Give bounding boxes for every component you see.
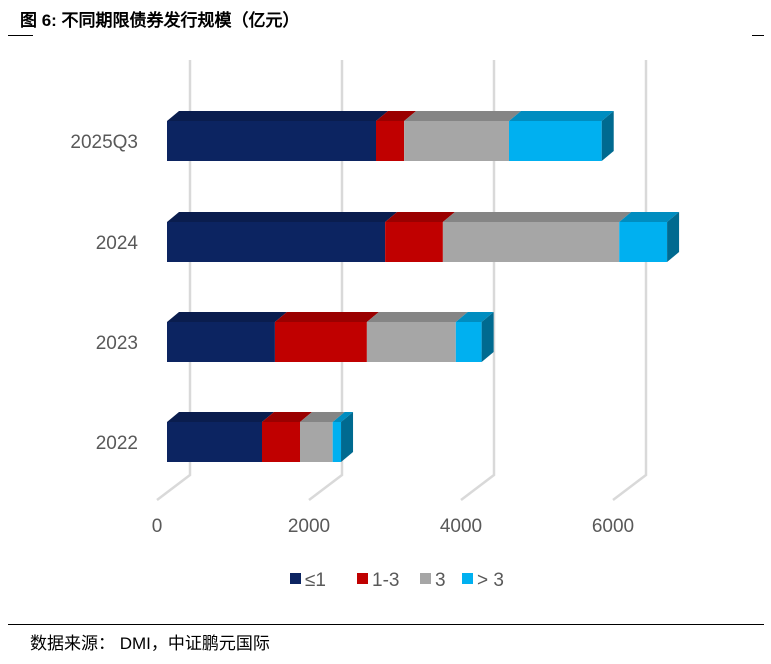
gridline [308, 60, 344, 501]
bar-segment [167, 422, 262, 462]
bar-segment [455, 322, 482, 362]
y-category-label: 2024 [96, 233, 139, 254]
bar-segment-top [332, 412, 354, 422]
title-rule-left [8, 35, 33, 36]
bar-segment [274, 322, 367, 362]
bar-segment-top [167, 212, 398, 222]
bar-segment [366, 322, 456, 362]
figure-title: 图 6: 不同期限债券发行规模（亿元） [20, 11, 300, 30]
legend-swatch [290, 573, 301, 584]
y-category-label: 2022 [96, 433, 138, 454]
legend-swatch [420, 573, 431, 584]
bar-segment [619, 222, 668, 262]
x-tick-label: 6000 [592, 516, 634, 537]
bar-segment [300, 422, 333, 462]
bar-segment [442, 222, 620, 262]
bar-segment [262, 422, 300, 462]
x-tick-label: 2000 [288, 516, 330, 537]
legend-swatch [357, 573, 368, 584]
legend-label: 1-3 [372, 570, 399, 591]
bar-segment [509, 121, 602, 161]
gridline [156, 60, 192, 501]
bar-segment [376, 121, 405, 161]
bar-segment-top [167, 312, 287, 322]
y-category-label: 2023 [96, 333, 138, 354]
source-note: 数据来源： DMI，中证鹏元国际 [30, 634, 270, 653]
bar-segment [167, 322, 275, 362]
title-rule-right [752, 35, 764, 36]
legend-label: ≤1 [305, 570, 326, 591]
bar-segment [332, 422, 342, 462]
legend-label: 3 [435, 570, 446, 591]
bar-segment-side [481, 312, 494, 362]
bar-segment [385, 222, 443, 262]
bar-segment-top [167, 412, 274, 422]
bar-segment-top [366, 312, 468, 322]
bar-segment-top [274, 312, 379, 322]
bar-segment [404, 121, 509, 161]
bar-segment-top [442, 212, 632, 222]
bar-segment [167, 121, 376, 161]
x-tick-label: 4000 [440, 516, 482, 537]
y-category-label: 2025Q3 [70, 132, 138, 153]
bar-segment-top [300, 412, 345, 422]
bar-segment-side [341, 412, 354, 462]
x-tick-label: 0 [152, 516, 163, 537]
bar-segment-top [385, 212, 455, 222]
bar-segment-top [455, 312, 494, 322]
bar-segment [167, 222, 386, 262]
gridline [612, 60, 648, 501]
source-rule [8, 624, 764, 625]
legend-label: > 3 [477, 570, 504, 591]
bar-segment-top [404, 111, 521, 121]
bar-segment-top [619, 212, 680, 222]
gridline [460, 60, 496, 501]
bar-segment-top [376, 111, 417, 121]
bar-segment-top [167, 111, 388, 121]
legend-swatch [462, 573, 473, 584]
bar-segment-top [262, 412, 312, 422]
bar-segment-side [667, 212, 680, 262]
bar-segment-top [509, 111, 614, 121]
bar-segment-side [601, 111, 614, 161]
